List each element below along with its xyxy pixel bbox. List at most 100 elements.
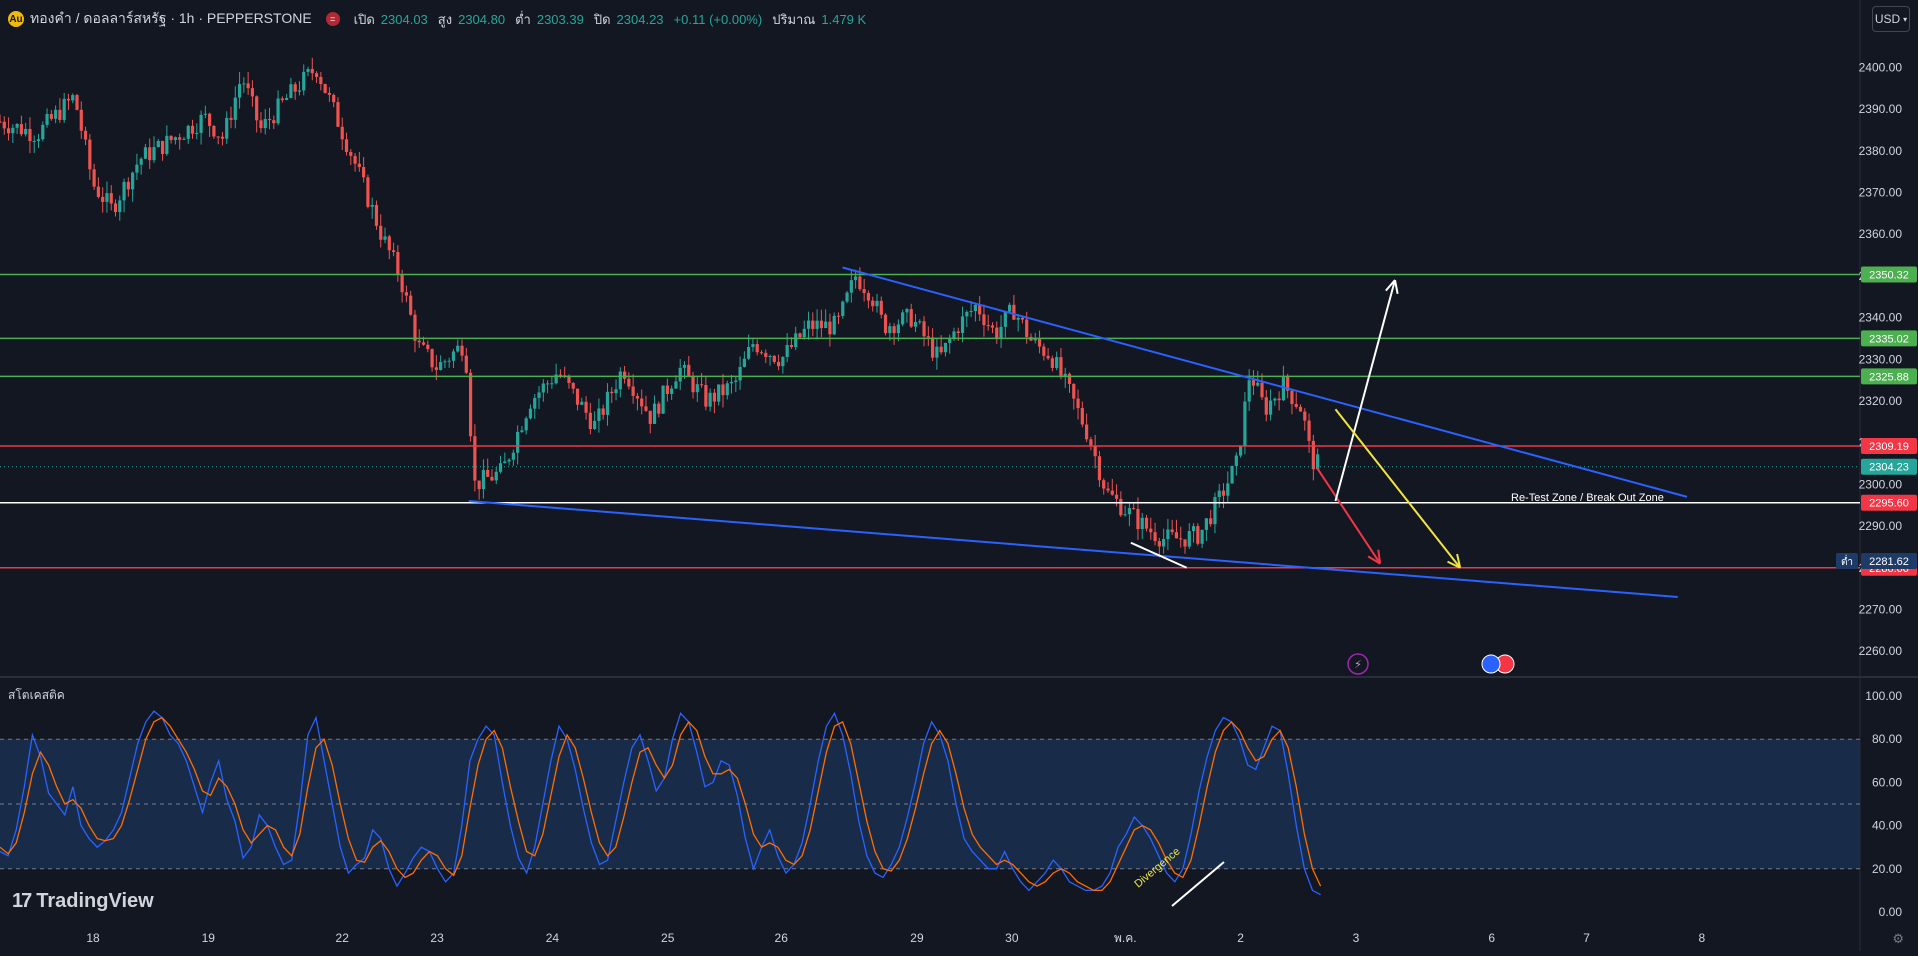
candle-body (956, 331, 960, 333)
candle-body (986, 325, 990, 327)
candle-body (836, 315, 841, 317)
candle-body (1110, 490, 1114, 495)
candle-body (451, 351, 456, 361)
candle-body (1298, 406, 1303, 412)
candle-body (255, 96, 259, 121)
candle-body (845, 292, 849, 302)
trendline (468, 500, 1678, 598)
candle-body (888, 326, 892, 334)
candle-body (1102, 480, 1106, 489)
candle-body (1230, 465, 1234, 484)
candle-body (49, 114, 53, 119)
candle-body (704, 384, 708, 407)
candle-body (306, 69, 310, 72)
candle-body (618, 371, 622, 390)
candle-body (978, 304, 982, 315)
candle-body (216, 136, 220, 138)
candle-body (545, 383, 550, 385)
candle-body (1221, 490, 1226, 496)
currency-label: USD (1874, 12, 1901, 26)
candle-body (520, 430, 524, 432)
candle-body (1127, 508, 1131, 515)
candle-body (691, 375, 695, 393)
lightning-glyph: ⚡ (1354, 659, 1362, 671)
candle-body (815, 320, 819, 329)
market-closed-icon[interactable]: = (325, 12, 340, 26)
candle-body (0, 121, 2, 123)
us-flag-icon (1481, 654, 1501, 674)
candle-body (426, 344, 430, 350)
time-axis-label: 25 (661, 931, 675, 945)
candle-body (1260, 382, 1264, 398)
arrow-head (1367, 555, 1381, 565)
time-axis-label: 29 (910, 931, 924, 945)
candle-body (1089, 439, 1093, 447)
candle-body (225, 117, 229, 139)
candle-body (156, 140, 160, 148)
candle-body (1294, 404, 1298, 407)
candle-body (550, 383, 554, 385)
candle-body (173, 137, 177, 141)
candle-body (178, 137, 182, 140)
stochastic-k-line (0, 710, 1321, 896)
candle-body (323, 84, 327, 93)
candle-body (503, 461, 507, 464)
candle-body (1140, 517, 1144, 530)
candle-body (96, 186, 100, 197)
candle-body (1200, 529, 1204, 544)
stochastic-title[interactable]: สโตเคสติค (8, 688, 65, 702)
candle-body (477, 480, 481, 490)
candle-body (1256, 382, 1260, 386)
time-axis-label: 2 (1237, 931, 1244, 945)
candle-body (494, 471, 498, 481)
candle-body (580, 401, 584, 405)
candle-body (263, 118, 267, 129)
candle-body (83, 130, 88, 140)
symbol-title[interactable]: ทองคำ / ดอลลาร์สหรัฐ · 1h · PEPPERSTONE (30, 10, 312, 26)
candle-body (396, 252, 400, 275)
candle-body (593, 420, 597, 430)
candle-body (819, 320, 823, 329)
candle-body (28, 128, 32, 142)
candle-body (344, 139, 349, 152)
time-axis-label: 26 (775, 931, 789, 945)
time-axis-label: 6 (1488, 931, 1495, 945)
tradingview-logo[interactable]: 17 TradingView (12, 890, 154, 913)
candle-body (1226, 483, 1230, 496)
candle-body (88, 139, 92, 170)
candle-body (811, 320, 815, 329)
candle-body (652, 403, 657, 424)
open-value: 2304.03 (380, 11, 428, 27)
candle-body (995, 327, 999, 339)
low-price-label: 2281.62 (1869, 556, 1909, 568)
candle-body (794, 333, 798, 347)
candle-body (1217, 490, 1221, 498)
candle-body (229, 117, 233, 120)
level-price-label: 2309.19 (1869, 441, 1909, 453)
candle-body (1303, 411, 1307, 421)
candle-body (1119, 498, 1123, 516)
candle-body (310, 69, 314, 74)
candle-body (340, 126, 344, 140)
settings-gear-icon[interactable]: ⚙ (1892, 931, 1904, 946)
low-price-tag (1861, 552, 1917, 569)
candle-body (1132, 508, 1136, 510)
level-price-tag (1861, 438, 1917, 455)
time-axis-label: 8 (1699, 931, 1706, 945)
candle-body (982, 314, 986, 326)
candle-body (849, 280, 853, 293)
candle-body (1290, 390, 1294, 405)
candle-body (883, 314, 888, 334)
candle-body (2, 121, 6, 129)
candle-body (1316, 454, 1320, 470)
candle-body (186, 125, 190, 139)
candle-body (1166, 529, 1170, 540)
time-axis-label: 3 (1353, 931, 1360, 945)
candle-body (1008, 304, 1012, 312)
candle-body (858, 276, 862, 290)
currency-button[interactable]: USD ▾ (1872, 6, 1910, 32)
open-label: เปิด (353, 11, 375, 27)
candle-body (456, 345, 460, 352)
